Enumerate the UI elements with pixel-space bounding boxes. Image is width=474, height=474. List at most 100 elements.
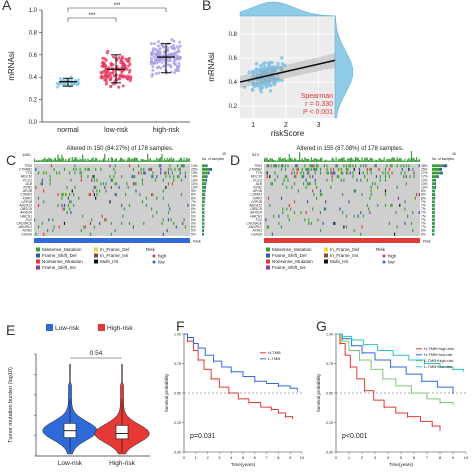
legend-label: Multi_Hit xyxy=(100,259,119,264)
oncoprint-grid xyxy=(34,164,190,236)
mutation-cell xyxy=(148,167,150,171)
topbar-column xyxy=(329,160,331,162)
gene-bar xyxy=(202,168,210,171)
mutation-cell xyxy=(342,193,344,197)
legend-swatch xyxy=(266,247,270,252)
gene-bar xyxy=(437,175,439,178)
data-point xyxy=(276,61,280,66)
mutation-cell xyxy=(319,193,322,197)
mutation-cell xyxy=(57,203,59,207)
x-tick-label: 1 xyxy=(195,455,198,460)
gene-bar xyxy=(203,214,205,218)
mutation-cell xyxy=(284,164,286,168)
legend-swatch xyxy=(94,247,98,252)
topbar-column xyxy=(410,151,413,162)
mutation-cell xyxy=(288,203,290,207)
mutation-cell xyxy=(167,171,170,175)
topbar-column xyxy=(310,157,312,162)
x-tick-label: low-risk xyxy=(104,127,128,134)
mutation-cell xyxy=(297,167,299,171)
mutation-cell xyxy=(122,214,124,218)
gene-percent: 6% xyxy=(191,207,196,211)
mutation-cell xyxy=(377,203,379,207)
gene-percent: 8% xyxy=(421,193,426,197)
mutation-cell xyxy=(149,167,151,171)
mutation-cell xyxy=(308,182,310,186)
gene-bar xyxy=(440,171,443,175)
mutation-cell xyxy=(394,164,396,168)
mutation-cell xyxy=(418,193,420,197)
risk-legend-label: high xyxy=(388,254,397,259)
topbar-column xyxy=(405,160,407,162)
panel-f-km: 0 1 2 3 4 5 6 7 8 9 10 0.00 0.25 0.50 0.75 1.00 Time(yea… xyxy=(164,333,305,468)
mutation-cell xyxy=(165,185,167,189)
mutation-cell xyxy=(270,164,272,168)
mutation-cell xyxy=(34,218,36,222)
topbar-column xyxy=(174,160,176,162)
gene-bar xyxy=(432,204,435,207)
gene-label: HMCN1 xyxy=(250,214,262,218)
topbar-column xyxy=(76,159,79,162)
panel-d-oncoprint: Altered in 155 (87.08%) of 178 samples. 5… xyxy=(246,146,455,270)
mutation-cell xyxy=(288,218,290,222)
y-tick-label: 0.00 xyxy=(326,451,333,455)
mutation-cell xyxy=(145,203,147,207)
gene-bar xyxy=(203,218,205,222)
mutation-cell xyxy=(140,167,142,171)
mutation-cell xyxy=(74,171,76,175)
data-point xyxy=(55,85,59,89)
mutation-cell xyxy=(151,167,153,171)
data-point xyxy=(128,68,132,72)
topbar-column xyxy=(122,159,124,162)
mutation-cell xyxy=(110,178,112,182)
mutation-cell xyxy=(37,171,40,175)
x-tick-label: 3 xyxy=(218,455,221,460)
topbar-column xyxy=(295,158,297,162)
mutation-cell xyxy=(99,189,101,193)
mutation-cell xyxy=(100,182,102,186)
pvalue-label: p<0.001 xyxy=(342,433,368,440)
mutation-cell xyxy=(316,185,318,189)
topbar-column xyxy=(336,160,338,162)
topbar-column xyxy=(169,158,171,162)
topbar-column xyxy=(48,157,50,162)
mutation-cell xyxy=(322,221,324,225)
mutation-cell xyxy=(353,214,355,218)
legend-swatch xyxy=(266,253,270,258)
topbar-column xyxy=(147,153,149,162)
topbar-column xyxy=(396,157,398,162)
topbar-column xyxy=(65,158,67,162)
data-point xyxy=(274,65,278,69)
gene-bar xyxy=(434,204,435,207)
data-point xyxy=(108,71,112,75)
mutation-cell xyxy=(360,164,362,168)
data-point xyxy=(111,55,115,59)
topbar-column xyxy=(291,158,293,162)
data-point xyxy=(247,70,251,74)
topbar-column xyxy=(87,158,89,162)
data-point xyxy=(151,68,155,72)
x-tick-label: 8 xyxy=(277,455,280,460)
significance-label: *** xyxy=(88,13,96,19)
topbar-column xyxy=(392,157,394,162)
mutation-cell xyxy=(305,211,307,215)
mutation-cell xyxy=(293,175,296,179)
topbar-column xyxy=(287,159,289,162)
topbar-column xyxy=(109,160,111,162)
gene-bar xyxy=(434,211,435,214)
mutation-cell xyxy=(345,225,348,229)
mutation-cell xyxy=(366,171,368,175)
gene-percent: 10% xyxy=(421,186,428,190)
gene-percent: 14% xyxy=(191,175,198,179)
mutation-cell xyxy=(405,164,407,168)
topbar-column xyxy=(358,159,361,162)
mutation-cell xyxy=(141,178,144,182)
mutation-cell xyxy=(89,193,92,197)
mutation-cell xyxy=(407,214,409,218)
gene-percent: 27% xyxy=(421,171,428,175)
topbar-column xyxy=(314,157,316,162)
mutation-cell xyxy=(327,171,329,175)
data-point xyxy=(105,51,109,55)
topbar-column xyxy=(403,160,405,162)
topbar-column xyxy=(121,157,123,162)
